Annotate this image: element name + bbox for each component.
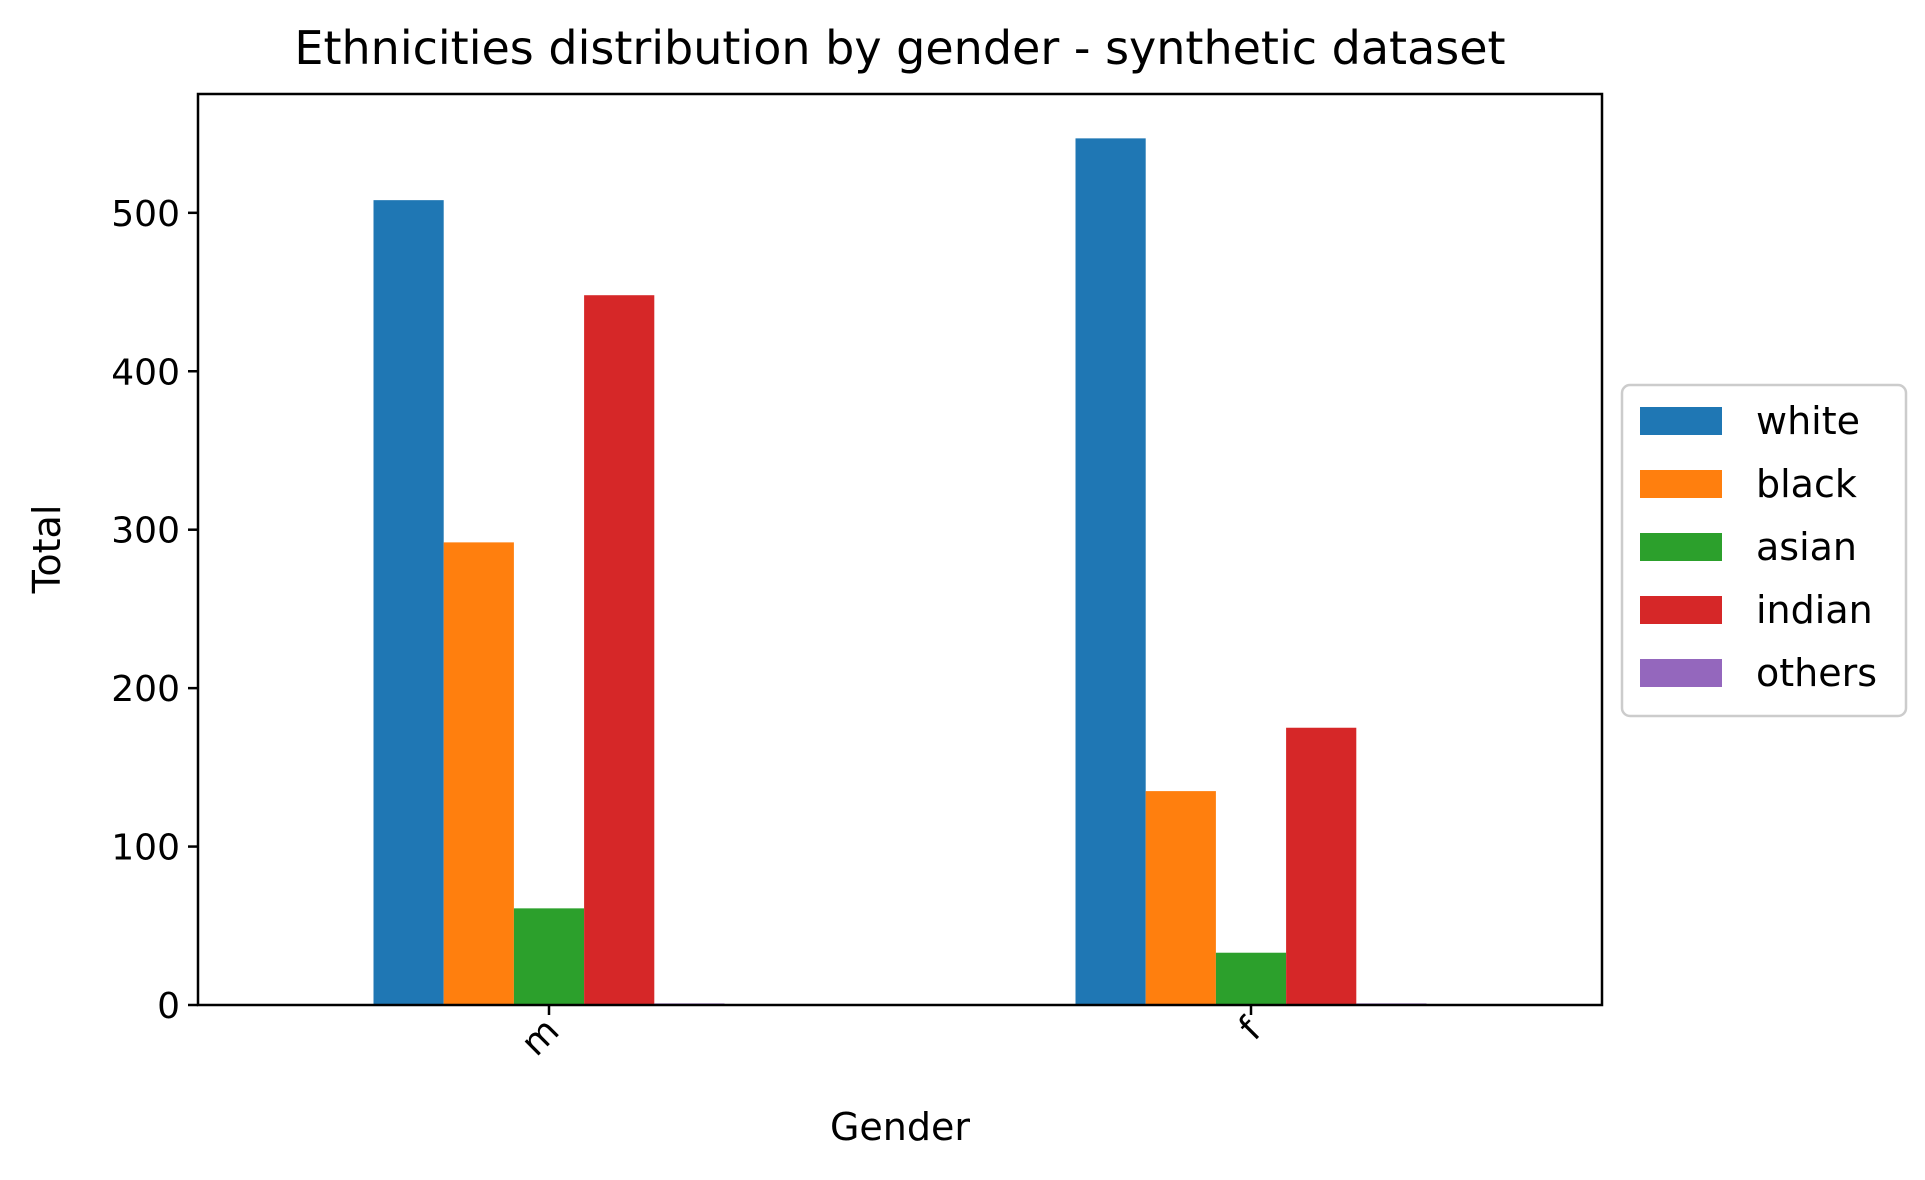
legend: white black asian indian others xyxy=(1620,383,1908,718)
bar-white-f xyxy=(1075,138,1146,1005)
bar-black-m xyxy=(443,542,514,1005)
legend-label-others: others xyxy=(1756,651,1877,695)
y-tick-label: 300 xyxy=(111,511,180,552)
x-tick-label-f: f xyxy=(1231,1009,1270,1048)
y-tick-label: 100 xyxy=(111,828,180,869)
legend-swatch-white xyxy=(1640,407,1722,435)
y-axis: 0 100 200 300 400 500 xyxy=(111,194,198,1027)
legend-swatch-others xyxy=(1640,659,1722,687)
bar-indian-f xyxy=(1286,727,1357,1005)
legend-swatch-indian xyxy=(1640,596,1722,624)
y-tick-label: 500 xyxy=(111,194,180,235)
chart-title: Ethnicities distribution by gender - syn… xyxy=(294,21,1505,75)
y-tick-label: 200 xyxy=(111,669,180,710)
legend-frame xyxy=(1620,383,1908,718)
bar-black-f xyxy=(1145,791,1216,1005)
x-tick-label-m: m xyxy=(514,1010,568,1064)
bar-white-m xyxy=(373,200,444,1005)
bar-indian-m xyxy=(584,295,655,1006)
legend-swatch-asian xyxy=(1640,533,1722,561)
y-axis-label: Total xyxy=(25,505,69,595)
legend-label-indian: indian xyxy=(1756,588,1873,632)
x-axis-label: Gender xyxy=(830,1105,970,1149)
y-tick-label: 400 xyxy=(111,352,180,393)
bars-group xyxy=(373,138,1427,1006)
plot-area-frame xyxy=(196,92,1604,1007)
bar-asian-f xyxy=(1215,952,1287,1005)
legend-label-black: black xyxy=(1756,462,1857,506)
legend-label-white: white xyxy=(1756,399,1860,443)
bar-asian-m xyxy=(513,908,585,1005)
legend-swatch-black xyxy=(1640,470,1722,498)
legend-label-asian: asian xyxy=(1756,525,1857,569)
y-tick-label: 0 xyxy=(157,986,180,1027)
